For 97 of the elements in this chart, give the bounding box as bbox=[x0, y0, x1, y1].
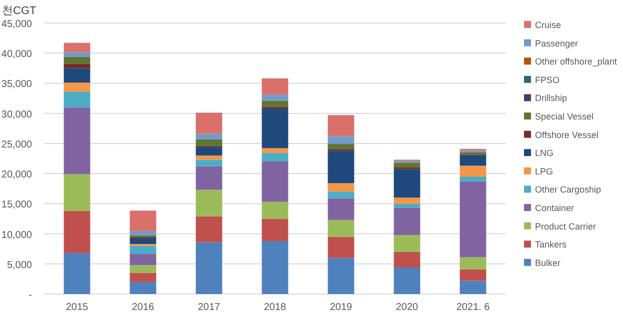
bar bbox=[196, 160, 222, 166]
bar bbox=[328, 136, 354, 144]
y-tick-label: 25,000 bbox=[1, 139, 32, 150]
y-tick-label: 45,000 bbox=[1, 19, 32, 30]
x-tick-label: 2020 bbox=[396, 302, 419, 313]
bar bbox=[460, 181, 486, 258]
legend-label: Passenger bbox=[535, 38, 578, 48]
legend-label: Bulker bbox=[535, 258, 561, 268]
bar bbox=[130, 238, 156, 244]
legend-label: Product Carrier bbox=[535, 221, 596, 232]
bar bbox=[196, 216, 222, 242]
x-tick-label: 2016 bbox=[132, 302, 155, 313]
bar bbox=[64, 107, 90, 174]
bar bbox=[328, 220, 354, 237]
bar bbox=[394, 208, 420, 235]
y-tick-label: 10,000 bbox=[1, 230, 32, 241]
bar bbox=[460, 152, 486, 155]
bar bbox=[328, 198, 354, 220]
legend-label: Other offshore_plant bbox=[535, 56, 618, 67]
bar bbox=[460, 166, 486, 177]
x-tick-label: 2017 bbox=[198, 302, 221, 313]
bar bbox=[196, 139, 222, 146]
bar bbox=[64, 210, 90, 254]
bar bbox=[64, 174, 90, 211]
legend-label: Offshore Vessel bbox=[535, 130, 598, 140]
bar bbox=[130, 265, 156, 273]
bar bbox=[196, 155, 222, 160]
bar bbox=[130, 210, 156, 232]
y-tick-label: 5,000 bbox=[6, 260, 32, 271]
bar bbox=[328, 115, 354, 136]
bar bbox=[130, 231, 156, 236]
bar bbox=[196, 166, 222, 190]
bar bbox=[460, 155, 486, 166]
bar bbox=[262, 78, 288, 95]
bar bbox=[64, 42, 90, 52]
x-tick-label: 2021. 6 bbox=[456, 302, 490, 313]
bar bbox=[262, 148, 288, 154]
bar bbox=[196, 112, 222, 134]
bar bbox=[196, 134, 222, 140]
bar bbox=[328, 258, 354, 294]
y-tick-label: 35,000 bbox=[1, 79, 32, 90]
bar bbox=[130, 282, 156, 294]
y-tick-label: 30,000 bbox=[1, 109, 32, 120]
bar bbox=[328, 144, 354, 149]
bar bbox=[196, 190, 222, 216]
bar bbox=[262, 202, 288, 219]
legend-label: Other Cargoship bbox=[535, 184, 602, 195]
legend-label: LNG bbox=[535, 148, 554, 158]
bar bbox=[262, 108, 288, 148]
legend-label: Tankers bbox=[535, 240, 568, 250]
legend-label: Container bbox=[535, 203, 574, 213]
bar bbox=[460, 176, 486, 182]
bar bbox=[394, 204, 420, 208]
bar bbox=[130, 272, 156, 282]
bar bbox=[64, 82, 90, 92]
bar bbox=[64, 92, 90, 108]
y-tick-label: 20,000 bbox=[1, 170, 32, 181]
bar bbox=[64, 56, 90, 64]
bar bbox=[394, 169, 420, 198]
y-axis-title: 천CGT bbox=[2, 5, 36, 17]
bar bbox=[64, 52, 90, 57]
x-tick-label: 2015 bbox=[66, 302, 89, 313]
bar bbox=[394, 234, 420, 252]
bar bbox=[328, 183, 354, 192]
bar bbox=[262, 94, 288, 101]
bar bbox=[394, 268, 420, 294]
bar bbox=[196, 147, 222, 156]
bar bbox=[328, 192, 354, 198]
bar bbox=[394, 252, 420, 268]
bar bbox=[394, 162, 420, 168]
bar bbox=[262, 162, 288, 202]
legend-label: FPSO bbox=[535, 74, 560, 85]
bar bbox=[394, 198, 420, 204]
y-tick-label: - bbox=[28, 290, 32, 301]
bar bbox=[130, 246, 156, 254]
bar bbox=[130, 254, 156, 266]
bar bbox=[64, 68, 90, 83]
x-tick-label: 2019 bbox=[330, 302, 353, 313]
bar bbox=[64, 253, 90, 294]
bar bbox=[262, 218, 288, 242]
bar bbox=[196, 242, 222, 294]
legend-label: LPG bbox=[535, 166, 554, 176]
legend-label: Special Vessel bbox=[535, 112, 594, 122]
bar bbox=[262, 100, 288, 107]
legend-label: Cruise bbox=[535, 20, 562, 30]
y-tick-label: 15,000 bbox=[1, 200, 32, 211]
bar bbox=[460, 257, 486, 270]
bar bbox=[64, 64, 90, 68]
bar bbox=[328, 150, 354, 184]
x-tick-label: 2018 bbox=[264, 302, 287, 313]
bar bbox=[328, 236, 354, 258]
bar bbox=[460, 280, 486, 294]
bar bbox=[460, 269, 486, 281]
legend-label: Drillship bbox=[535, 93, 568, 104]
y-tick-label: 40,000 bbox=[1, 49, 32, 60]
bar bbox=[262, 241, 288, 294]
bar bbox=[262, 153, 288, 162]
